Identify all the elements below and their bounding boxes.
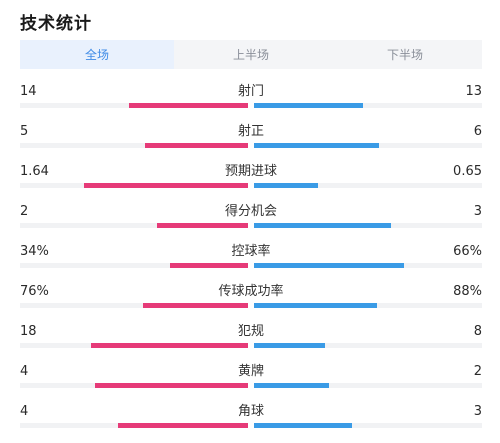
away-value: 88% [453,284,482,299]
home-value: 4 [20,364,29,379]
home-value: 5 [20,124,29,139]
home-value: 34% [20,244,49,259]
stat-row: 2 得分机会 3 [20,203,482,243]
away-value: 3 [473,404,482,419]
page-title: 技术统计 [20,14,92,34]
away-bar-track [254,103,482,108]
home-bar-track [20,183,248,188]
home-bar [157,223,248,228]
tab-first-half[interactable]: 上半场 [232,48,269,62]
away-bar-track [254,223,482,228]
away-bar-track [254,263,482,268]
stat-label: 预期进球 [224,164,277,179]
away-bar [254,103,363,108]
away-bar-track [254,383,482,388]
stat-row: 1.64 预期进球 0.65 [20,163,482,203]
stat-row: 14 射门 13 [20,83,482,123]
away-value: 66% [453,244,482,259]
home-bar [118,423,248,428]
home-value: 14 [20,84,37,99]
home-value: 76% [20,284,49,299]
stat-row: 18 犯规 8 [20,323,482,363]
stat-row: 5 射正 6 [20,123,482,163]
away-value: 8 [473,324,482,339]
stat-row: 34% 控球率 66% [20,243,482,283]
away-bar [254,383,329,388]
home-bar [145,143,248,148]
home-bar [129,103,248,108]
stat-label: 射正 [237,124,264,139]
period-tabs: 全场 上半场 下半场 [20,40,482,69]
away-bar-track [254,143,482,148]
away-bar [254,423,352,428]
home-bar-track [20,423,248,428]
home-value: 18 [20,324,37,339]
away-bar [254,343,325,348]
away-value: 3 [473,204,482,219]
away-bar-track [254,423,482,428]
away-bar-track [254,303,482,308]
away-bar [254,143,379,148]
home-value: 4 [20,404,29,419]
home-bar-track [20,223,248,228]
home-bar [91,343,248,348]
stat-label: 射门 [237,84,264,99]
away-bar [254,263,404,268]
stat-label: 传球成功率 [218,284,284,299]
home-bar-track [20,383,248,388]
tab-full-match[interactable]: 全场 [20,40,174,69]
home-bar [95,383,248,388]
home-bar [143,303,248,308]
home-value: 2 [20,204,29,219]
stat-row: 76% 传球成功率 88% [20,283,482,323]
tab-second-half[interactable]: 下半场 [386,48,423,62]
away-value: 13 [465,84,482,99]
stat-label: 角球 [237,404,264,419]
home-value: 1.64 [20,164,49,179]
home-bar-track [20,263,248,268]
away-bar [254,223,391,228]
stat-label: 控球率 [231,244,271,259]
away-bar [254,183,318,188]
home-bar-track [20,343,248,348]
away-bar-track [254,343,482,348]
away-value: 6 [473,124,482,139]
away-bar-track [254,183,482,188]
away-bar [254,303,377,308]
stat-row: 4 黄牌 2 [20,363,482,403]
away-value: 0.65 [453,164,482,179]
away-value: 2 [473,364,482,379]
home-bar-track [20,143,248,148]
home-bar [170,263,248,268]
stat-label: 犯规 [237,324,264,339]
stat-row: 4 角球 3 [20,403,482,443]
stat-label: 黄牌 [237,364,264,379]
home-bar-track [20,103,248,108]
home-bar-track [20,303,248,308]
stat-label: 得分机会 [224,204,277,219]
home-bar [84,183,248,188]
